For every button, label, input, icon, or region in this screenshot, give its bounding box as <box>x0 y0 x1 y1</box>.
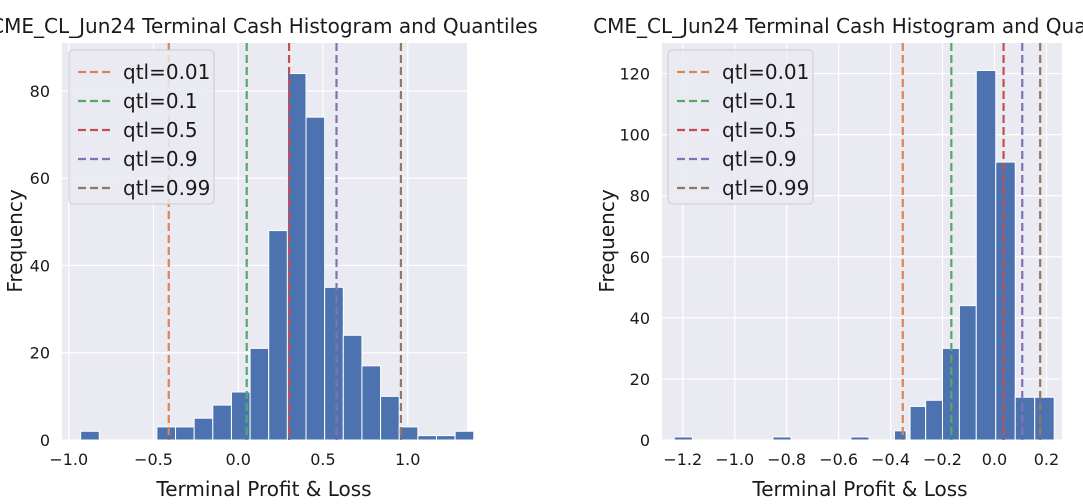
y-tick-label: 80 <box>30 82 50 101</box>
legend-label: qtl=0.01 <box>722 60 809 84</box>
y-tick-label: 100 <box>619 126 650 145</box>
histogram-bar <box>212 404 232 441</box>
legend-label: qtl=0.9 <box>123 147 198 171</box>
x-tick-label: 0.0 <box>982 450 1007 469</box>
x-tick-label: −0.4 <box>871 450 910 469</box>
x-tick-label: −0.6 <box>819 450 858 469</box>
x-tick-label: 0.2 <box>1034 450 1059 469</box>
x-tick-label: −0.2 <box>923 450 962 469</box>
legend-label: qtl=0.99 <box>722 176 809 200</box>
chart-title: CME_CL_Jun24 Terminal Cash Histogram and… <box>0 14 538 38</box>
chart-right: CME_CL_Jun24 Terminal Cash Histogram and… <box>593 14 1083 501</box>
histogram-bar <box>1014 396 1036 441</box>
y-tick-label: 60 <box>630 248 650 267</box>
x-tick-labels: −1.2 −1.0 −0.8 −0.6 −0.4 −0.2 0.0 0.2 <box>663 450 1059 469</box>
histogram-bar <box>175 426 195 441</box>
histogram-bar <box>249 347 270 441</box>
chart-title: CME_CL_Jun24 Terminal Cash Histogram and… <box>593 14 1083 38</box>
legend-label: qtl=0.5 <box>123 118 198 142</box>
chart-left: CME_CL_Jun24 Terminal Cash Histogram and… <box>0 14 538 501</box>
histogram-bar <box>925 399 944 441</box>
y-tick-label: 0 <box>640 431 650 450</box>
histogram-bar <box>673 436 693 441</box>
legend-label: qtl=0.99 <box>123 176 210 200</box>
histogram-bar <box>305 116 326 441</box>
legend: qtl=0.01 qtl=0.1 qtl=0.5 qtl=0.9 qtl=0.99 <box>667 49 814 205</box>
x-tick-label: 0.5 <box>310 450 335 469</box>
y-tick-label: 20 <box>30 344 50 363</box>
y-axis-label: Frequency <box>595 189 619 292</box>
x-tick-label: 1.0 <box>395 450 420 469</box>
histogram-bar <box>995 161 1016 441</box>
histogram-bar <box>454 430 475 441</box>
x-axis-label: Terminal Profit & Loss <box>155 477 371 501</box>
histogram-bar <box>893 430 907 441</box>
histogram-bar <box>958 305 977 441</box>
x-axis-label: Terminal Profit & Loss <box>751 477 967 501</box>
y-tick-label: 60 <box>30 169 50 188</box>
x-tick-label: −1.0 <box>49 450 88 469</box>
histogram-bar <box>286 73 307 441</box>
histogram-bar <box>380 395 400 441</box>
x-tick-label: 0.0 <box>226 450 251 469</box>
histogram-bar <box>417 435 437 441</box>
histogram-bar <box>193 417 214 441</box>
x-tick-label: −0.8 <box>767 450 806 469</box>
legend-label: qtl=0.1 <box>123 89 198 113</box>
y-tick-label: 80 <box>630 187 650 206</box>
y-tick-labels: 0 20 40 60 80 <box>30 82 50 450</box>
x-tick-labels: −1.0 −0.5 0.0 0.5 1.0 <box>49 450 420 469</box>
histogram-bar <box>342 334 363 441</box>
legend-box <box>667 49 814 205</box>
y-tick-label: 40 <box>30 256 50 275</box>
histogram-bar <box>435 435 456 441</box>
histogram-bar <box>772 436 792 441</box>
y-tick-label: 20 <box>630 370 650 389</box>
y-tick-label: 120 <box>619 65 650 84</box>
x-tick-label: −0.5 <box>134 450 173 469</box>
legend: qtl=0.01 qtl=0.1 qtl=0.5 qtl=0.9 qtl=0.99 <box>68 49 215 205</box>
y-tick-label: 0 <box>40 431 50 450</box>
histogram-bar <box>975 69 997 441</box>
legend-label: qtl=0.5 <box>722 118 797 142</box>
histogram-bars <box>673 69 1055 441</box>
legend-label: qtl=0.1 <box>722 89 797 113</box>
histogram-bar <box>80 430 100 441</box>
histogram-bar <box>156 426 177 441</box>
histogram-bar <box>850 436 870 441</box>
histogram-bar <box>361 365 382 441</box>
histogram-bar <box>398 426 419 441</box>
histogram-bar <box>268 230 288 441</box>
histogram-bar <box>1034 396 1055 441</box>
histogram-bar <box>324 286 344 441</box>
x-tick-label: −1.2 <box>663 450 702 469</box>
quantile-lines <box>901 43 1042 440</box>
x-tick-label: −1.0 <box>715 450 754 469</box>
histogram-bar <box>909 405 927 441</box>
y-tick-label: 40 <box>630 309 650 328</box>
legend-label: qtl=0.01 <box>123 60 210 84</box>
legend-label: qtl=0.9 <box>722 147 797 171</box>
y-axis-label: Frequency <box>3 189 27 292</box>
histogram-bars <box>80 73 475 441</box>
y-tick-labels: 0 20 40 60 80 100 120 <box>619 65 650 450</box>
legend-box <box>68 49 215 205</box>
